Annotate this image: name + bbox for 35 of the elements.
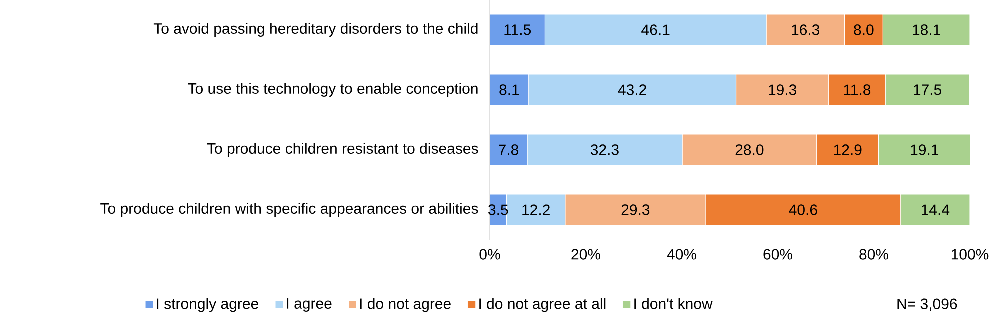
data-label: 43.2 — [618, 84, 646, 96]
data-label: 11.8 — [844, 84, 871, 96]
data-label: 12.2 — [522, 204, 550, 216]
data-label: 29.3 — [622, 204, 650, 216]
x-tick-label: 40% — [667, 249, 696, 260]
data-label: 28.0 — [736, 144, 764, 156]
x-tick-label: 100% — [952, 249, 989, 260]
data-label: 18.1 — [913, 24, 940, 36]
legend-label: I don't know — [634, 298, 713, 310]
legend-label: I do not agree at all — [480, 298, 606, 312]
text: N= 3,096 — [898, 298, 958, 312]
data-label: 8.1 — [500, 84, 520, 96]
data-label: 7.8 — [499, 144, 518, 156]
legend-label: I do not agree — [360, 298, 451, 312]
legend-label: I strongly agree — [157, 298, 258, 312]
legend-label: I agree — [287, 298, 332, 312]
y-tick-label: To produce children resistant to diseases — [207, 143, 478, 157]
data-label: 16.3 — [792, 24, 820, 36]
x-tick-label: 0% — [480, 249, 500, 260]
y-tick-label: To use this technology to enable conception — [188, 83, 478, 97]
data-label: 8.0 — [854, 24, 874, 36]
data-label: 40.6 — [789, 204, 818, 216]
data-label: 12.9 — [834, 144, 862, 156]
data-label: 19.1 — [911, 144, 939, 156]
data-label: 17.5 — [914, 84, 942, 96]
x-tick-label: 20% — [572, 249, 600, 260]
data-label: 11.5 — [504, 24, 532, 36]
data-label: 46.1 — [642, 24, 670, 36]
y-tick-label: To produce children with specific appearances or abilities — [100, 203, 478, 217]
data-label: 19.3 — [769, 84, 797, 96]
data-label: 32.3 — [590, 144, 619, 156]
x-tick-label: 60% — [764, 249, 792, 260]
y-tick-label: To avoid passing hereditary disorders to the child — [154, 23, 478, 37]
data-label: 14.4 — [922, 204, 950, 216]
x-tick-label: 80% — [860, 249, 888, 260]
